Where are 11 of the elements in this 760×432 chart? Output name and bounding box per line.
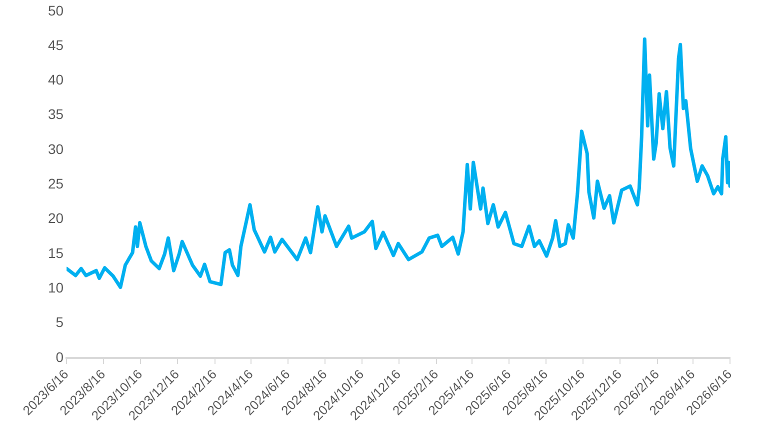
y-tick-label: 10 bbox=[48, 280, 64, 296]
y-tick-label: 25 bbox=[48, 176, 64, 192]
y-tick-label: 5 bbox=[56, 314, 64, 330]
y-tick-label: 30 bbox=[48, 140, 64, 157]
y-tick-label: 15 bbox=[48, 244, 64, 261]
y-tick-label: 45 bbox=[48, 36, 64, 53]
y-tick-label: 35 bbox=[48, 106, 64, 122]
y-tick-label: 0 bbox=[56, 348, 64, 365]
y-tick-label: 40 bbox=[48, 72, 64, 88]
y-tick-label: 20 bbox=[48, 210, 64, 226]
y-tick-label: 50 bbox=[48, 2, 64, 18]
